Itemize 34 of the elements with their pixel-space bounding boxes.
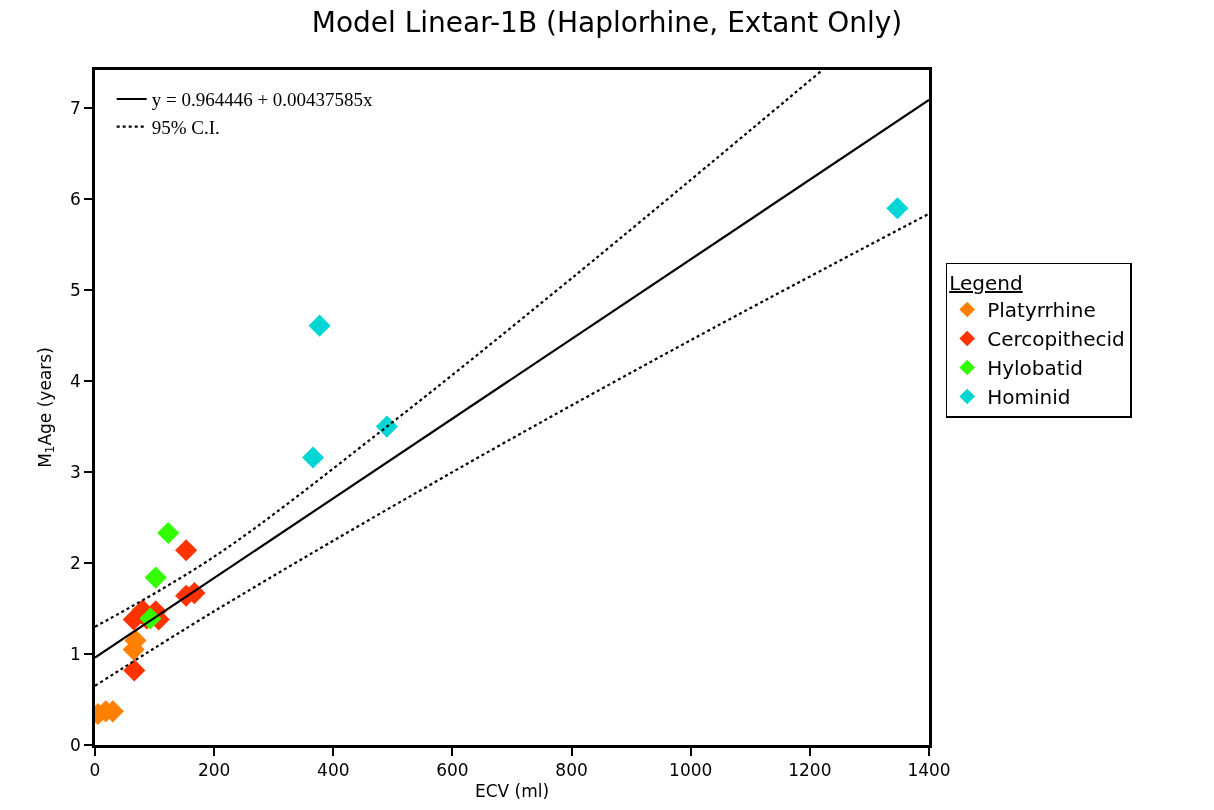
y-tick-label: 0 bbox=[70, 734, 81, 755]
y-tick-label: 1 bbox=[70, 643, 81, 664]
point bbox=[175, 539, 198, 562]
x-axis-title: ECV (ml) bbox=[474, 780, 550, 801]
legend-label: Cercopithecid bbox=[987, 327, 1125, 352]
legend-label: Platyrrhine bbox=[987, 298, 1096, 323]
legend-label: y = 0.964446 + 0.00437585x bbox=[151, 89, 374, 111]
y-tick-label: 3 bbox=[70, 462, 81, 483]
point bbox=[308, 314, 331, 337]
x-tick-label: 600 bbox=[436, 760, 469, 781]
y-tick-label: 7 bbox=[70, 98, 81, 119]
legend-title: Legend bbox=[949, 271, 1023, 295]
legend-label: Hominid bbox=[987, 385, 1071, 410]
y-tick-label: 4 bbox=[70, 371, 81, 392]
point bbox=[886, 197, 909, 220]
x-tick-label: 200 bbox=[197, 760, 231, 781]
point bbox=[144, 566, 167, 589]
legend-label: Hylobatid bbox=[987, 356, 1083, 381]
y-tick-label: 2 bbox=[70, 553, 81, 574]
x-tick-label: 400 bbox=[317, 760, 350, 781]
point bbox=[301, 446, 325, 469]
chart-title: Model Linear-1B (Haplorhine, Extant Only) bbox=[311, 5, 903, 39]
y-tick-label: 6 bbox=[70, 189, 81, 210]
x-tick-label: 1000 bbox=[669, 760, 713, 781]
line-series bbox=[95, 212, 929, 687]
point bbox=[123, 659, 146, 682]
point bbox=[157, 521, 180, 545]
y-tick-label: 5 bbox=[70, 280, 81, 301]
x-tick-label: 1200 bbox=[788, 760, 832, 781]
x-tick-label: 1400 bbox=[907, 760, 951, 781]
legend-label: 95% C.I. bbox=[151, 117, 220, 139]
x-tick-label: 0 bbox=[89, 760, 101, 781]
point bbox=[375, 415, 398, 438]
x-tick-label: 800 bbox=[555, 760, 588, 781]
